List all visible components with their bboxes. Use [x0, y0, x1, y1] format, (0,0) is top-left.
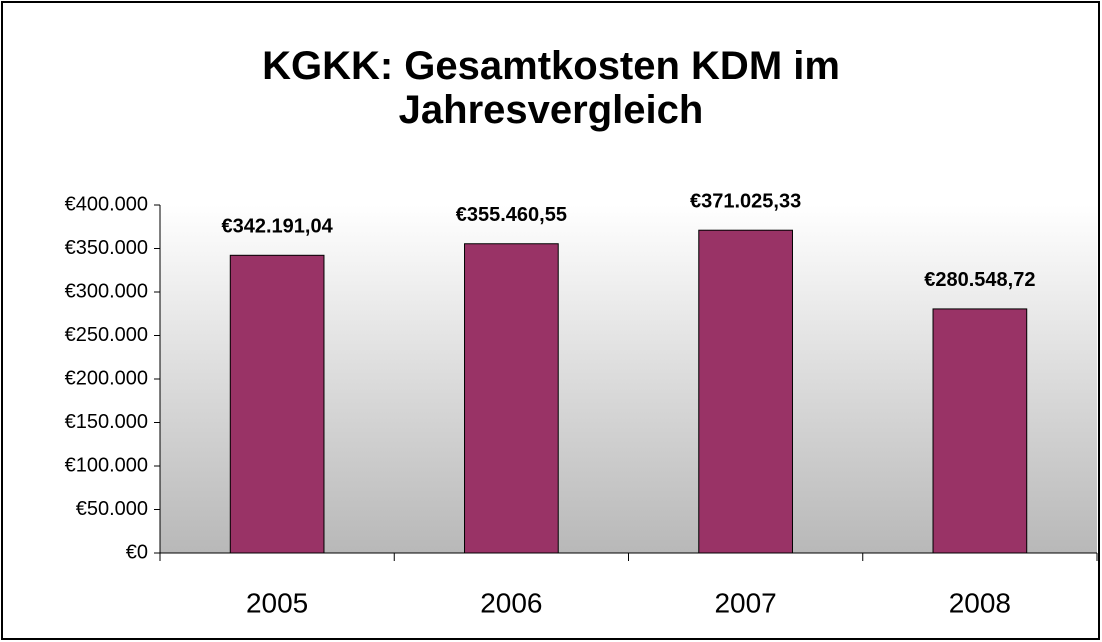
y-tick-label: €400.000	[65, 193, 148, 215]
value-label: €342.191,04	[222, 216, 334, 238]
bar	[464, 243, 559, 554]
bar	[932, 308, 1028, 554]
chart-title: KGKK: Gesamtkosten KDM im Jahresvergleic…	[262, 44, 840, 132]
x-tick-label: 2005	[246, 587, 308, 618]
y-tick-label: €50.000	[76, 498, 148, 520]
value-label: €371.025,33	[690, 190, 801, 212]
bar	[698, 229, 793, 554]
y-tick-label: €200.000	[65, 367, 148, 389]
value-label: €355.460,55	[456, 204, 567, 226]
x-tick-label: 2006	[480, 587, 542, 618]
value-label: €280.548,72	[924, 269, 1035, 291]
y-tick-label: €350.000	[65, 237, 148, 259]
y-tick-label: €300.000	[65, 280, 148, 302]
x-tick-label: 2008	[949, 587, 1011, 618]
y-tick-label: €0	[126, 541, 148, 563]
y-tick-label: €150.000	[65, 411, 148, 433]
y-tick-label: €100.000	[65, 454, 148, 476]
x-tick-label: 2007	[714, 587, 776, 618]
bar	[229, 254, 325, 554]
y-tick-label: €250.000	[65, 324, 148, 346]
